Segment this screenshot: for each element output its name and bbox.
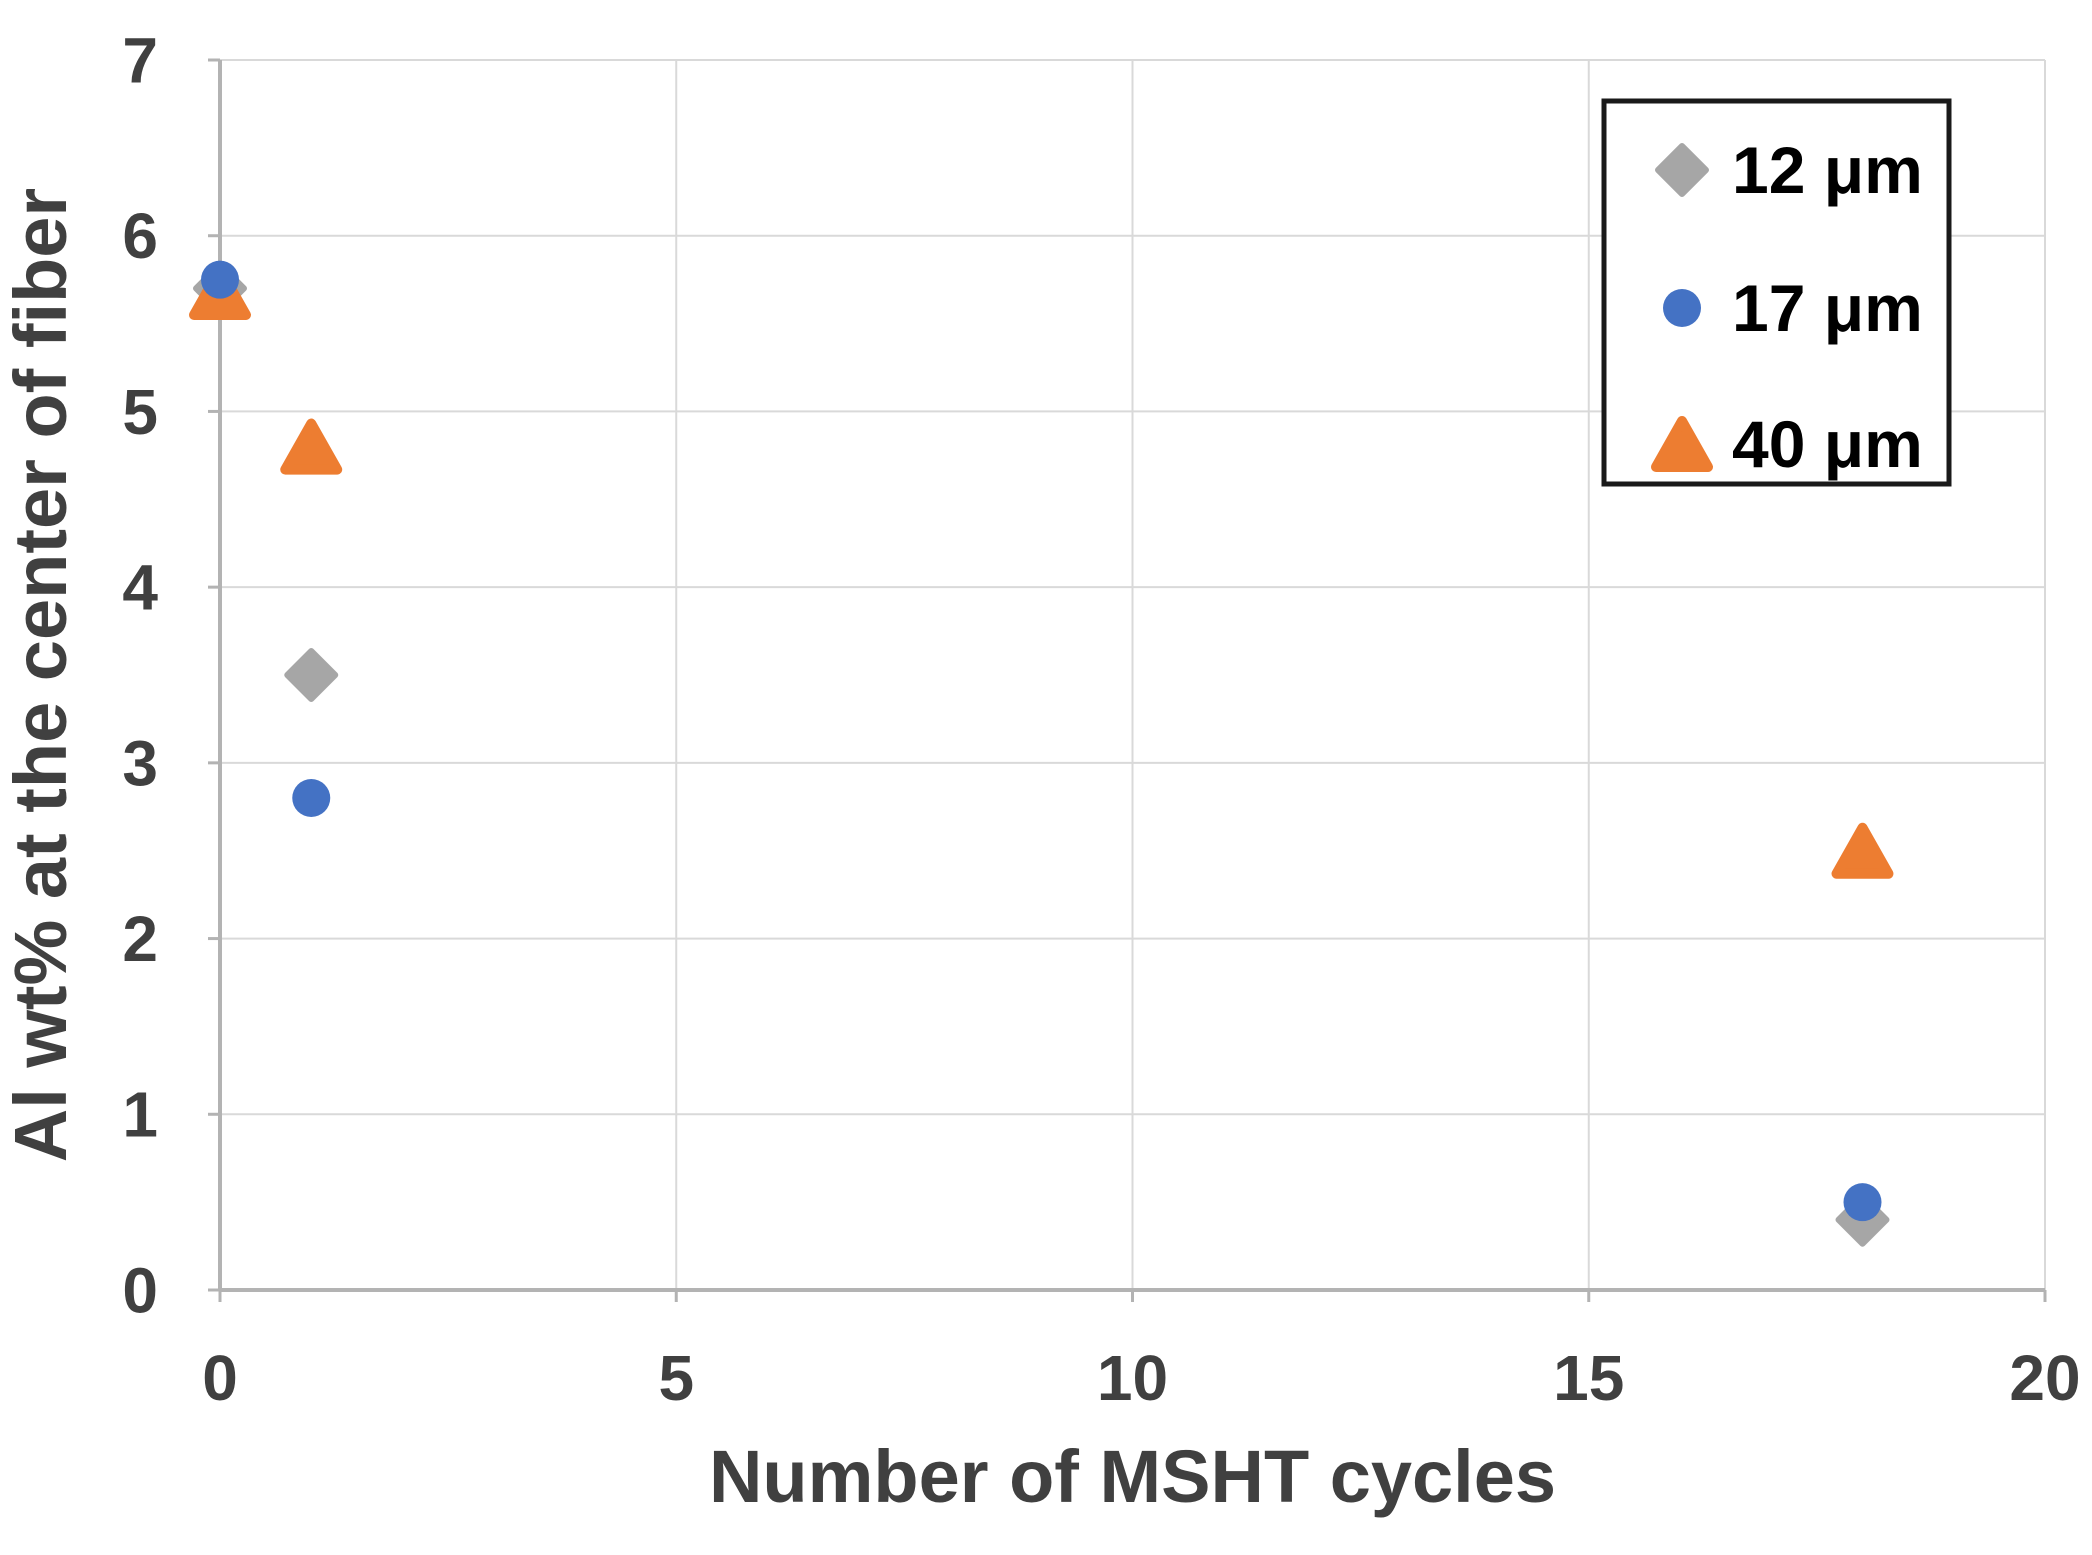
y-tick-label: 5: [122, 376, 158, 448]
gridlines: [220, 59, 2046, 1290]
y-tick-label: 7: [122, 24, 158, 96]
y-tick-label: 4: [122, 552, 158, 624]
y-tick-label: 3: [122, 727, 158, 799]
x-tick-label: 0: [202, 1342, 238, 1414]
legend-item: 17 μm: [1663, 271, 1923, 345]
data-point-triangle: [280, 418, 343, 475]
y-tick-label: 2: [122, 903, 158, 975]
data-point-diamond: [284, 648, 339, 702]
legend-label: 17 μm: [1732, 271, 1923, 345]
legend-marker-diamond: [1655, 143, 1709, 197]
y-tick-label: 6: [122, 200, 158, 272]
legend-marker-circle: [1663, 289, 1701, 327]
legend-label: 40 μm: [1732, 407, 1923, 481]
legend-label: 12 μm: [1732, 133, 1923, 207]
x-tick-label: 20: [2009, 1342, 2080, 1414]
data-points: [189, 260, 1894, 1247]
legend-item: 40 μm: [1651, 407, 1923, 481]
legend-marker-triangle: [1651, 416, 1713, 472]
data-point-circle: [292, 779, 331, 817]
legend-item: 12 μm: [1655, 133, 1923, 207]
x-axis-title: Number of MSHT cycles: [709, 1435, 1556, 1518]
x-tick-label: 5: [658, 1342, 694, 1414]
y-axis-title: Al wt% at the center of fiber: [0, 188, 82, 1162]
x-tick-label: 10: [1097, 1342, 1168, 1414]
data-point-circle: [201, 260, 239, 299]
y-tick-label: 0: [122, 1254, 158, 1326]
x-tick-label: 15: [1553, 1342, 1624, 1414]
data-point-triangle: [1831, 822, 1894, 879]
tick-labels: 0 1 2 3 4 5 6 7 0 5 10 15 20: [122, 24, 2080, 1414]
data-point-circle: [1843, 1183, 1882, 1222]
y-tick-label: 1: [122, 1079, 158, 1151]
legend: 12 μm 17 μm 40 μm: [1601, 98, 1952, 487]
